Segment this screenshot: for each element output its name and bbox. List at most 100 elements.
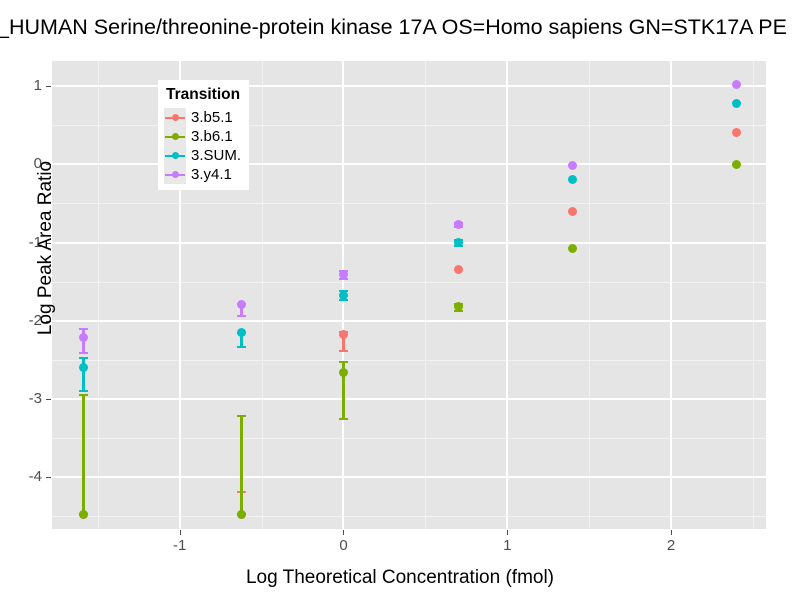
y-axis-label: Log Peak Area Ratio <box>35 160 56 336</box>
gridline-major-y <box>52 319 766 322</box>
gridline-minor-x <box>589 61 591 529</box>
data-point <box>568 243 578 253</box>
legend-items: 3.b5.1 3.b6.1 3.SUM. 3.y4.1 <box>164 108 241 184</box>
legend-key-icon <box>164 108 186 127</box>
gridline-major-y <box>52 163 766 166</box>
gridline-minor-y <box>52 516 766 518</box>
y-tick-mark <box>46 242 51 244</box>
error-bar-cap <box>338 298 348 301</box>
y-tick-label: -1 <box>28 233 42 251</box>
data-point <box>78 332 88 342</box>
legend-item-3-b5-1[interactable]: 3.b5.1 <box>164 108 241 127</box>
legend-title: Transition <box>166 86 241 103</box>
gridline-minor-x <box>425 61 427 529</box>
data-point <box>338 330 348 340</box>
error-bar <box>341 361 345 419</box>
data-point <box>78 363 88 373</box>
error-bar-cap <box>78 357 88 360</box>
y-tick-label: 1 <box>33 77 42 95</box>
data-point <box>237 299 247 309</box>
error-bar <box>240 416 244 515</box>
error-bar-cap <box>453 310 463 313</box>
legend-item-label: 3.b5.1 <box>191 109 233 126</box>
chart-title: _HUMAN Serine/threonine-protein kinase 1… <box>0 12 800 42</box>
legend-item-label: 3.b6.1 <box>191 128 233 145</box>
data-point <box>568 160 578 170</box>
x-tick-mark <box>179 530 181 535</box>
gridline-minor-x <box>97 61 99 529</box>
legend-item-3-sum-[interactable]: 3.SUM. <box>164 146 241 165</box>
legend-item-label: 3.y4.1 <box>191 166 232 183</box>
x-tick-mark <box>507 530 509 535</box>
data-point <box>732 79 742 89</box>
data-point <box>338 367 348 377</box>
data-point <box>338 270 348 280</box>
error-bar-cap <box>338 350 348 353</box>
legend-item-3-y4-1[interactable]: 3.y4.1 <box>164 165 241 184</box>
gridline-minor-y <box>52 125 766 127</box>
data-point <box>732 127 742 137</box>
y-tick-label: -2 <box>28 311 42 329</box>
data-point <box>732 159 742 169</box>
data-point <box>453 220 463 230</box>
data-point <box>237 328 247 338</box>
error-bar-cap <box>78 394 88 397</box>
data-point <box>237 509 247 519</box>
gridline-minor-y <box>52 359 766 361</box>
gridline-major-y <box>52 476 766 479</box>
error-bar-cap <box>78 390 88 393</box>
y-tick-label: -3 <box>28 390 42 408</box>
x-tick-label: 2 <box>666 537 676 554</box>
gridline-minor-x <box>261 61 263 529</box>
y-tick-mark <box>46 86 51 88</box>
legend-key-icon <box>164 127 186 146</box>
y-tick-mark <box>46 399 51 401</box>
y-tick-mark <box>46 477 51 479</box>
data-point <box>453 302 463 312</box>
gridline-minor-y <box>52 203 766 205</box>
gridline-minor-y <box>52 438 766 440</box>
data-point <box>568 175 578 185</box>
data-point <box>453 265 463 275</box>
gridline-major-y <box>52 85 766 88</box>
error-bar <box>81 358 85 392</box>
data-point <box>78 509 88 519</box>
legend-key-icon <box>164 146 186 165</box>
error-bar-cap <box>338 360 348 363</box>
gridline-major-x <box>178 61 181 529</box>
gridline-major-x <box>670 61 673 529</box>
error-bar <box>240 304 244 317</box>
error-bar-cap <box>338 417 348 420</box>
data-point <box>453 238 463 248</box>
x-tick-label: 1 <box>503 537 512 554</box>
error-bar <box>341 331 345 352</box>
legend-item-3-b6-1[interactable]: 3.b6.1 <box>164 127 241 146</box>
error-bar-cap <box>237 345 247 348</box>
x-tick-mark <box>343 530 345 535</box>
gridline-major-y <box>52 398 766 401</box>
error-bar <box>240 332 244 347</box>
data-point <box>732 98 742 108</box>
x-tick-label: 0 <box>339 537 348 554</box>
y-tick-mark <box>46 320 51 322</box>
gridline-minor-x <box>752 61 754 529</box>
legend-key-icon <box>164 165 186 184</box>
y-tick-mark <box>46 164 51 166</box>
y-tick-label: -4 <box>28 468 42 486</box>
x-tick-mark <box>671 530 673 535</box>
error-bar-cap <box>237 415 247 418</box>
gridline-minor-y <box>52 281 766 283</box>
error-bar-cap <box>78 328 88 331</box>
data-point <box>568 206 578 216</box>
legend-item-label: 3.SUM. <box>191 147 242 164</box>
y-tick-label: 0 <box>33 155 42 173</box>
x-axis-label: Log Theoretical Concentration (fmol) <box>245 567 555 588</box>
gridline-major-y <box>52 241 766 244</box>
error-bar-cap <box>237 315 247 318</box>
gridline-major-x <box>506 61 509 529</box>
chart-title-text: _HUMAN Serine/threonine-protein kinase 1… <box>0 15 787 39</box>
x-tick-label: -1 <box>173 537 187 554</box>
data-point <box>338 290 348 300</box>
error-bar <box>81 395 85 515</box>
